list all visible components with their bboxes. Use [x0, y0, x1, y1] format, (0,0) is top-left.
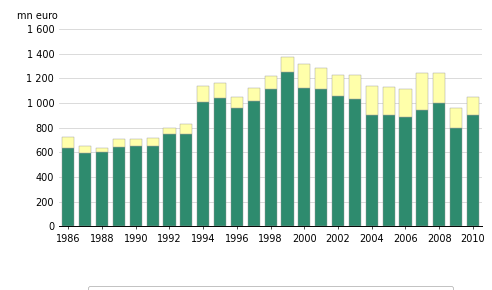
- Bar: [467, 97, 479, 115]
- Bar: [231, 97, 243, 108]
- Bar: [265, 89, 277, 226]
- Bar: [163, 134, 176, 226]
- Bar: [147, 146, 158, 226]
- Bar: [281, 57, 294, 72]
- Bar: [113, 139, 125, 147]
- Bar: [147, 138, 158, 146]
- Bar: [197, 102, 209, 226]
- Bar: [197, 86, 209, 102]
- Bar: [349, 75, 361, 99]
- Legend: Trafiken mellan Finland och utlandet, Trafiken mellan andra länder: Trafiken mellan Finland och utlandet, Tr…: [89, 286, 453, 290]
- Bar: [416, 73, 429, 110]
- Bar: [383, 115, 395, 226]
- Bar: [450, 128, 462, 226]
- Bar: [180, 124, 192, 134]
- Bar: [62, 148, 74, 226]
- Bar: [180, 134, 192, 226]
- Bar: [96, 148, 108, 152]
- Bar: [366, 115, 378, 226]
- Bar: [433, 73, 445, 103]
- Bar: [349, 99, 361, 226]
- Bar: [96, 152, 108, 226]
- Bar: [214, 98, 226, 226]
- Bar: [62, 137, 74, 148]
- Bar: [79, 153, 91, 226]
- Bar: [400, 117, 411, 226]
- Bar: [247, 88, 260, 101]
- Bar: [214, 83, 226, 98]
- Bar: [298, 88, 310, 226]
- Bar: [281, 72, 294, 226]
- Bar: [130, 139, 142, 146]
- Bar: [332, 75, 344, 96]
- Bar: [130, 146, 142, 226]
- Bar: [467, 115, 479, 226]
- Bar: [383, 87, 395, 115]
- Bar: [366, 86, 378, 115]
- Bar: [332, 96, 344, 226]
- Text: mn euro: mn euro: [17, 11, 58, 21]
- Bar: [400, 89, 411, 117]
- Bar: [247, 101, 260, 226]
- Bar: [315, 68, 327, 89]
- Bar: [163, 128, 176, 134]
- Bar: [231, 108, 243, 226]
- Bar: [265, 76, 277, 89]
- Bar: [298, 64, 310, 88]
- Bar: [79, 146, 91, 153]
- Bar: [113, 147, 125, 226]
- Bar: [315, 89, 327, 226]
- Bar: [433, 103, 445, 226]
- Bar: [450, 108, 462, 128]
- Bar: [416, 110, 429, 226]
